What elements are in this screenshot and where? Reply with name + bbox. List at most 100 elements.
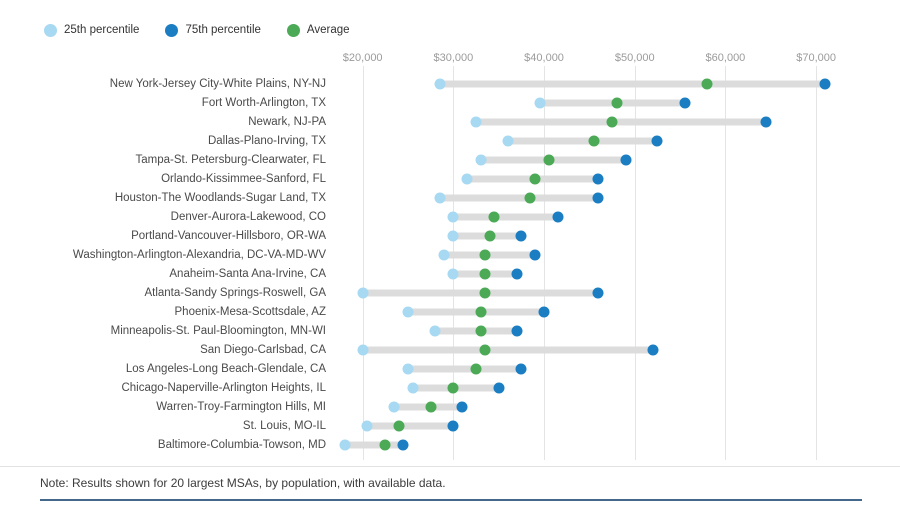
range-bar xyxy=(408,365,522,372)
chart-row: New York-Jersey City-White Plains, NY-NJ xyxy=(0,74,900,93)
row-track xyxy=(340,359,866,378)
average-dot xyxy=(393,420,405,431)
row-track xyxy=(340,169,866,188)
msa-label: Dallas-Plano-Irving, TX xyxy=(207,134,326,147)
msa-label: Phoenix-Mesa-Scottsdale, AZ xyxy=(174,305,327,318)
row-track xyxy=(340,93,866,112)
p25-dot xyxy=(357,344,369,355)
p75-dot xyxy=(529,249,541,260)
chart-row: San Diego-Carlsbad, CA xyxy=(0,340,900,359)
chart-row: Tampa-St. Petersburg-Clearwater, FL xyxy=(0,150,900,169)
chart-row: Chicago-Naperville-Arlington Heights, IL xyxy=(0,378,900,397)
p75-dot xyxy=(592,173,604,184)
p75-dot xyxy=(511,268,523,279)
gridline xyxy=(816,66,818,460)
chart-row: Warren-Troy-Farmington Hills, MI xyxy=(0,397,900,416)
p25-dot xyxy=(339,439,351,450)
chart-legend: 25th percentile 75th percentile Average xyxy=(44,22,900,38)
msa-label: Los Angeles-Long Beach-Glendale, CA xyxy=(125,362,326,375)
row-track xyxy=(340,150,866,169)
p25-dot xyxy=(388,401,400,412)
row-track xyxy=(340,74,866,93)
gridline xyxy=(634,66,636,460)
legend-label-p25: 25th percentile xyxy=(64,24,140,36)
x-tick-label: $70,000 xyxy=(796,52,836,64)
range-bar xyxy=(453,213,558,220)
average-dot xyxy=(701,78,713,89)
msa-label: Houston-The Woodlands-Sugar Land, TX xyxy=(114,191,326,204)
msa-label: Minneapolis-St. Paul-Bloomington, MN-WI xyxy=(110,324,326,337)
average-dot xyxy=(479,249,491,260)
chart-row: Dallas-Plano-Irving, TX xyxy=(0,131,900,150)
x-axis-track: $20,000 $30,000 $40,000 $50,000 $60,000 $70,0… xyxy=(340,52,866,66)
p75-dot xyxy=(493,382,505,393)
p25-dot xyxy=(434,192,446,203)
p75-dot xyxy=(592,287,604,298)
average-dot xyxy=(484,230,496,241)
row-track xyxy=(340,226,866,245)
row-track xyxy=(340,321,866,340)
p25-dot xyxy=(434,78,446,89)
bottom-rule xyxy=(40,499,862,501)
msa-label: Orlando-Kissimmee-Sanford, FL xyxy=(161,172,326,185)
msa-label: Atlanta-Sandy Springs-Roswell, GA xyxy=(144,286,326,299)
p25-dot xyxy=(447,268,459,279)
average-dot xyxy=(475,306,487,317)
chart-row: Phoenix-Mesa-Scottsdale, AZ xyxy=(0,302,900,321)
average-dot xyxy=(611,97,623,108)
msa-label: Baltimore-Columbia-Towson, MD xyxy=(157,438,326,451)
average-dot xyxy=(425,401,437,412)
range-bar xyxy=(439,194,599,201)
gridline xyxy=(453,66,455,460)
row-track xyxy=(340,112,866,131)
msa-label: Anaheim-Santa Ana-Irvine, CA xyxy=(169,267,326,280)
row-track xyxy=(340,264,866,283)
p75-dot xyxy=(538,306,550,317)
chart-row: Minneapolis-St. Paul-Bloomington, MN-WI xyxy=(0,321,900,340)
chart-row: Orlando-Kissimmee-Sanford, FL xyxy=(0,169,900,188)
row-track xyxy=(340,302,866,321)
p75-dot xyxy=(651,135,663,146)
chart-row: Los Angeles-Long Beach-Glendale, CA xyxy=(0,359,900,378)
average-dot xyxy=(488,211,500,222)
range-bar xyxy=(367,422,454,429)
msa-label: San Diego-Carlsbad, CA xyxy=(200,343,326,356)
average-dot xyxy=(479,287,491,298)
chart-row: Atlanta-Sandy Springs-Roswell, GA xyxy=(0,283,900,302)
range-bar xyxy=(507,137,658,144)
p25-dot xyxy=(361,420,373,431)
p25-dot xyxy=(534,97,546,108)
chart-row: Fort Worth-Arlington, TX xyxy=(0,93,900,112)
row-track xyxy=(339,435,866,454)
average-dot xyxy=(479,344,491,355)
p25-dot xyxy=(407,382,419,393)
legend-label-average: Average xyxy=(306,24,350,36)
chart-row: Washington-Arlington-Alexandria, DC-VA-M… xyxy=(0,245,900,264)
p75-dot xyxy=(592,192,604,203)
x-tick-label: $40,000 xyxy=(524,52,564,64)
row-track xyxy=(340,245,866,264)
p25-dot xyxy=(429,325,441,336)
p75-dot xyxy=(447,420,459,431)
p75-dot xyxy=(515,363,527,374)
average-dot xyxy=(588,135,600,146)
axis-spacer xyxy=(0,52,340,66)
p75-legend-dot-icon xyxy=(165,23,179,37)
legend-item-average: Average xyxy=(286,23,350,37)
average-dot xyxy=(447,382,459,393)
msa-label: Tampa-St. Petersburg-Clearwater, FL xyxy=(135,153,326,166)
gridline-layer xyxy=(340,66,866,460)
row-track xyxy=(340,397,866,416)
range-bar xyxy=(439,80,826,87)
p75-dot xyxy=(552,211,564,222)
range-bar xyxy=(476,118,767,125)
chart-row: Houston-The Woodlands-Sugar Land, TX xyxy=(0,188,900,207)
chart-row: Newark, NJ-PA xyxy=(0,112,900,131)
chart-row: Anaheim-Santa Ana-Irvine, CA xyxy=(0,264,900,283)
footnote: Note: Results shown for 20 largest MSAs,… xyxy=(40,476,446,490)
p75-dot xyxy=(819,78,831,89)
msa-label: New York-Jersey City-White Plains, NY-NJ xyxy=(109,77,326,90)
p75-dot xyxy=(511,325,523,336)
row-track xyxy=(340,378,866,397)
average-legend-dot-icon xyxy=(286,23,300,37)
